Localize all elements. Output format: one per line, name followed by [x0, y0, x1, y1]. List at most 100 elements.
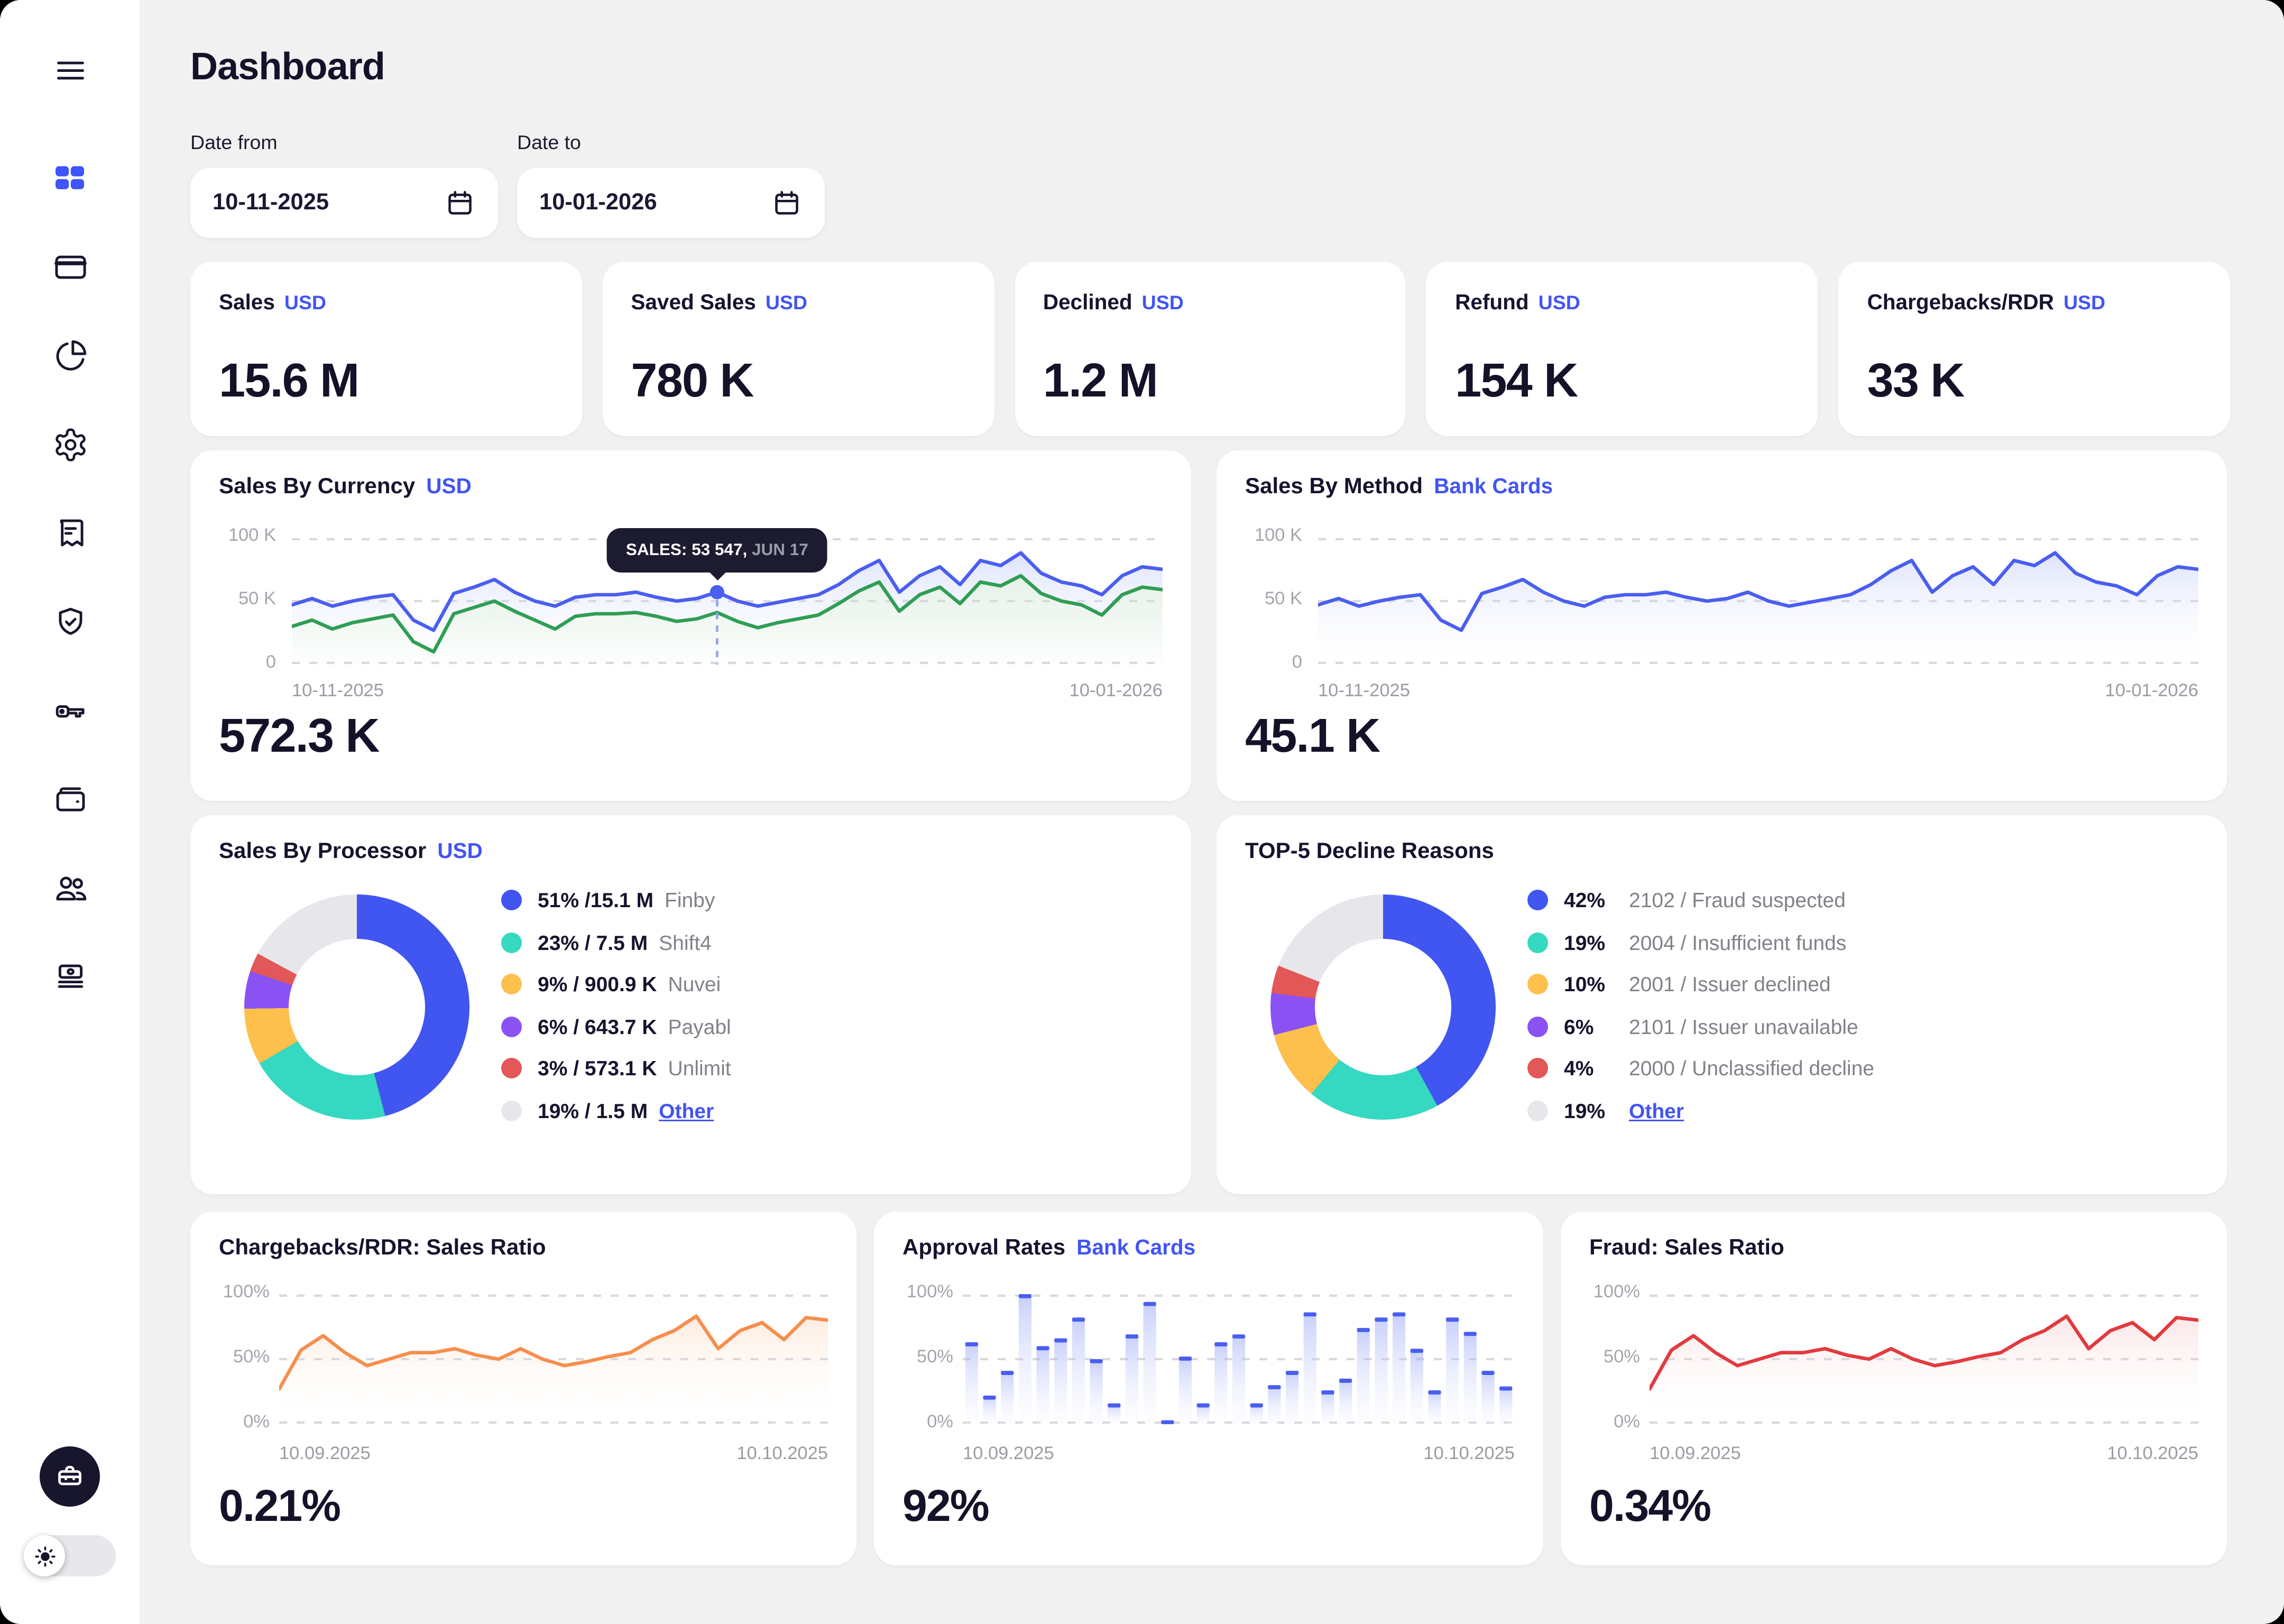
- date-to-filter: Date to 10-01-2026: [517, 132, 825, 238]
- sales-by-method-plot[interactable]: [1316, 538, 2200, 665]
- other-link[interactable]: Other: [659, 1098, 714, 1122]
- y-tick: 100%: [223, 1283, 270, 1302]
- kpi-label: Sales: [219, 290, 275, 314]
- x-tick: 10.09.2025: [279, 1445, 371, 1464]
- kpi-card-sales: Sales USD 15.6 M: [190, 262, 582, 436]
- kpi-value: 154 K: [1455, 355, 1578, 408]
- fraud-ratio-plot[interactable]: [1647, 1294, 2200, 1424]
- sidebar-item-invoices[interactable]: [38, 501, 102, 565]
- main-content: Dashboard Date from 10-11-2025 Date to 1…: [140, 0, 2284, 1624]
- chargebacks-ratio-plot[interactable]: [277, 1294, 830, 1424]
- legend-dot: [501, 890, 522, 910]
- legend-item: 9% / 900.9 K Nuvei: [501, 972, 731, 996]
- legend-item: 19% 2004 / Insufficient funds: [1527, 930, 1874, 954]
- sidebar-item-cards[interactable]: [38, 235, 102, 298]
- credit-card-icon: [53, 255, 86, 278]
- chargebacks-ratio-card: Chargebacks/RDR: Sales Ratio 100% 50% 0%…: [190, 1212, 856, 1565]
- card-total: 92%: [902, 1481, 990, 1530]
- card-title: Fraud: Sales Ratio: [1589, 1234, 1784, 1259]
- charts-row-3: Chargebacks/RDR: Sales Ratio 100% 50% 0%…: [190, 1212, 2230, 1565]
- kpi-card-chargebacks: Chargebacks/RDR USD 33 K: [1838, 262, 2230, 436]
- kpi-row: Sales USD 15.6 M Saved Sales USD 780 K Dec…: [190, 262, 2230, 436]
- sidebar-item-dashboard[interactable]: [38, 146, 102, 209]
- card-tag: Bank Cards: [1076, 1235, 1196, 1259]
- y-tick: 50%: [1603, 1348, 1640, 1367]
- grid-icon: [56, 166, 84, 189]
- kpi-currency: USD: [284, 292, 327, 314]
- x-tick: 10-11-2025: [1318, 682, 1410, 701]
- date-to-value: 10-01-2026: [539, 190, 657, 216]
- sidebar-item-reports[interactable]: [38, 324, 102, 387]
- other-link[interactable]: Other: [1629, 1098, 1684, 1122]
- y-tick: 50 K: [1264, 590, 1302, 609]
- kpi-value: 1.2 M: [1043, 355, 1158, 408]
- legend-dot: [1527, 974, 1548, 994]
- sidebar-item-security[interactable]: [38, 590, 102, 653]
- x-tick: 10-11-2025: [292, 682, 384, 701]
- legend-item: 6% 2101 / Issuer unavailable: [1527, 1014, 1874, 1038]
- theme-toggle-knob: [24, 1535, 65, 1576]
- legend-item: 51% /15.1 M Finby: [501, 888, 731, 912]
- charts-row-2: Sales By Processor USD 51% /15.1 M Finby 2…: [190, 815, 2230, 1194]
- chart-tooltip: SALES: 53 547, JUN 17: [606, 529, 827, 574]
- card-tag: USD: [426, 474, 472, 498]
- kpi-card-saved-sales: Saved Sales USD 780 K: [602, 262, 994, 436]
- fraud-ratio-card: Fraud: Sales Ratio 100% 50% 0% 10.09.202…: [1561, 1212, 2227, 1565]
- sidebar-item-wallet[interactable]: [38, 768, 102, 831]
- legend-item: 42% 2102 / Fraud suspected: [1527, 888, 1874, 912]
- y-tick: 100%: [1593, 1283, 1640, 1302]
- y-tick: 0%: [243, 1413, 270, 1432]
- sidebar: [0, 0, 140, 1624]
- sales-by-currency-card: Sales By Currency USD 100 K 50 K 0 SALES:…: [190, 450, 1191, 801]
- page-title: Dashboard: [190, 46, 385, 89]
- legend-dot: [501, 974, 522, 994]
- legend-dot: [501, 1016, 522, 1037]
- sidebar-item-settings[interactable]: [38, 412, 102, 476]
- date-filters: Date from 10-11-2025 Date to 10-01-2026: [190, 132, 2230, 238]
- x-tick: 10.10.2025: [2107, 1445, 2198, 1464]
- legend-dot: [501, 931, 522, 953]
- kpi-card-declined: Declined USD 1.2 M: [1014, 262, 1406, 436]
- briefcase-icon: [58, 1465, 81, 1485]
- sidebar-item-payouts[interactable]: [38, 945, 102, 1009]
- wallet-icon: [56, 786, 84, 811]
- kpi-value: 33 K: [1867, 355, 1965, 408]
- card-total: 572.3 K: [219, 710, 380, 763]
- y-tick: 50 K: [238, 590, 276, 609]
- sidebar-nav: [38, 146, 102, 1009]
- date-to-input[interactable]: 10-01-2026: [517, 168, 825, 238]
- legend-dot: [1527, 1058, 1548, 1078]
- theme-toggle[interactable]: [24, 1535, 116, 1576]
- sidebar-item-api-keys[interactable]: [38, 679, 102, 742]
- kpi-card-refund: Refund USD 154 K: [1426, 262, 1818, 436]
- legend-item: 10% 2001 / Issuer declined: [1527, 972, 1874, 996]
- date-from-label: Date from: [190, 132, 278, 154]
- approval-rates-plot[interactable]: [963, 1294, 1515, 1425]
- processor-donut-chart[interactable]: [244, 894, 469, 1120]
- kpi-value: 780 K: [631, 355, 754, 408]
- y-tick: 100 K: [228, 527, 276, 546]
- sales-by-method-card: Sales By Method Bank Cards 100 K 50 K 0 1…: [1217, 450, 2227, 801]
- date-from-input[interactable]: 10-11-2025: [190, 168, 498, 238]
- y-tick: 100%: [906, 1283, 953, 1302]
- x-tick: 10.09.2025: [1650, 1445, 1741, 1464]
- avatar[interactable]: [40, 1446, 100, 1507]
- donut-hole: [289, 939, 425, 1075]
- decline-legend: 42% 2102 / Fraud suspected 19% 2004 / Insu…: [1527, 888, 1874, 1122]
- decline-reasons-card: TOP-5 Decline Reasons 42% 2102 / Fraud su…: [1217, 815, 2227, 1194]
- sales-by-currency-plot[interactable]: SALES: 53 547, JUN 17: [290, 529, 1165, 665]
- pie-chart-icon: [56, 339, 86, 370]
- sidebar-item-customers[interactable]: [38, 856, 102, 920]
- card-title: Sales By Processor: [219, 837, 427, 863]
- card-title: Sales By Method: [1245, 473, 1423, 498]
- date-to-label: Date to: [517, 132, 581, 154]
- legend-dot: [1527, 931, 1548, 953]
- sun-icon: [34, 1545, 55, 1566]
- decline-donut-chart[interactable]: [1270, 894, 1496, 1120]
- card-tag: Bank Cards: [1434, 474, 1553, 498]
- hamburger-icon: [56, 61, 84, 79]
- y-tick: 50%: [916, 1348, 953, 1367]
- card-title: Approval Rates: [902, 1234, 1066, 1259]
- menu-button[interactable]: [38, 38, 102, 102]
